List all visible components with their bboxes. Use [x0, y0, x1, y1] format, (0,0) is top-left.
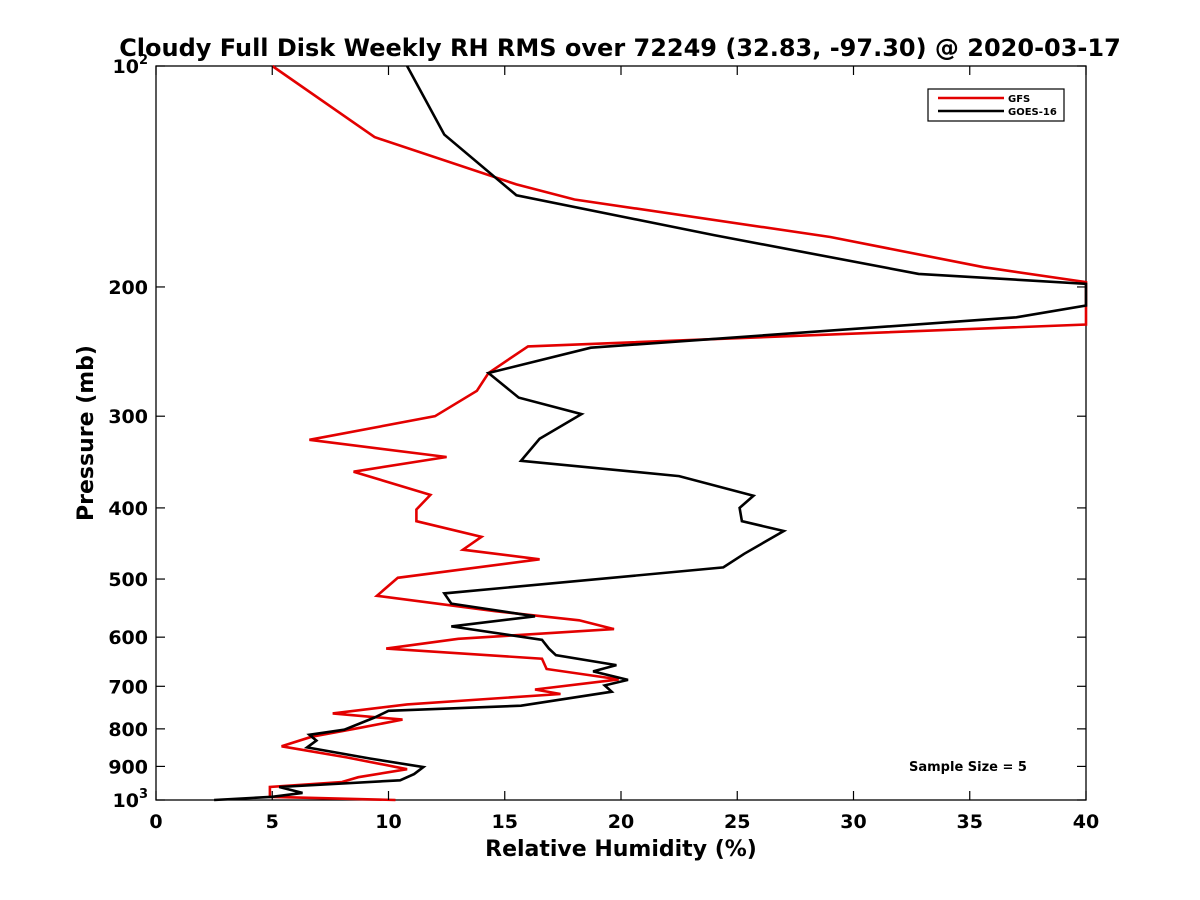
x-tick-label: 40 [1073, 811, 1099, 833]
y-tick-label: 800 [108, 719, 148, 741]
y-tick-label: 600 [108, 627, 148, 649]
y-axis: 102 200 300 400 500 600 700 800 900 103 [108, 53, 1086, 812]
x-tick-label: 0 [149, 811, 162, 833]
series-line-goes-16 [214, 65, 1088, 802]
x-tick-label: 10 [375, 811, 401, 833]
y-tick-label: 400 [108, 498, 148, 520]
y-tick-label: 102 [113, 53, 149, 78]
series-layer [214, 64, 1088, 802]
legend-label-gfs: GFS [1008, 94, 1030, 105]
chart-title: Cloudy Full Disk Weekly RH RMS over 7224… [119, 34, 1121, 62]
sample-size-annotation: Sample Size = 5 [909, 760, 1027, 775]
y-axis-label: Pressure (mb) [74, 345, 99, 521]
x-axis: 0 5 10 15 20 25 30 35 40 [149, 66, 1099, 833]
x-tick-label: 15 [492, 811, 518, 833]
y-tick-label: 300 [108, 406, 148, 428]
y-tick-label: 500 [108, 569, 148, 591]
y-tick-label: 900 [108, 756, 148, 778]
legend: GFS GOES-16 [927, 88, 1065, 122]
legend-label-goes-16: GOES-16 [1008, 107, 1057, 118]
x-tick-label: 30 [840, 811, 866, 833]
x-axis-label: Relative Humidity (%) [485, 837, 757, 862]
x-tick-label: 25 [724, 811, 750, 833]
legend-box [927, 88, 1065, 122]
x-tick-label: 35 [957, 811, 983, 833]
plot-area [155, 65, 1087, 801]
y-tick-label: 200 [108, 277, 148, 299]
x-tick-label: 5 [266, 811, 279, 833]
x-tick-label: 20 [608, 811, 634, 833]
y-tick-label: 700 [108, 676, 148, 698]
y-tick-label: 103 [113, 787, 149, 812]
